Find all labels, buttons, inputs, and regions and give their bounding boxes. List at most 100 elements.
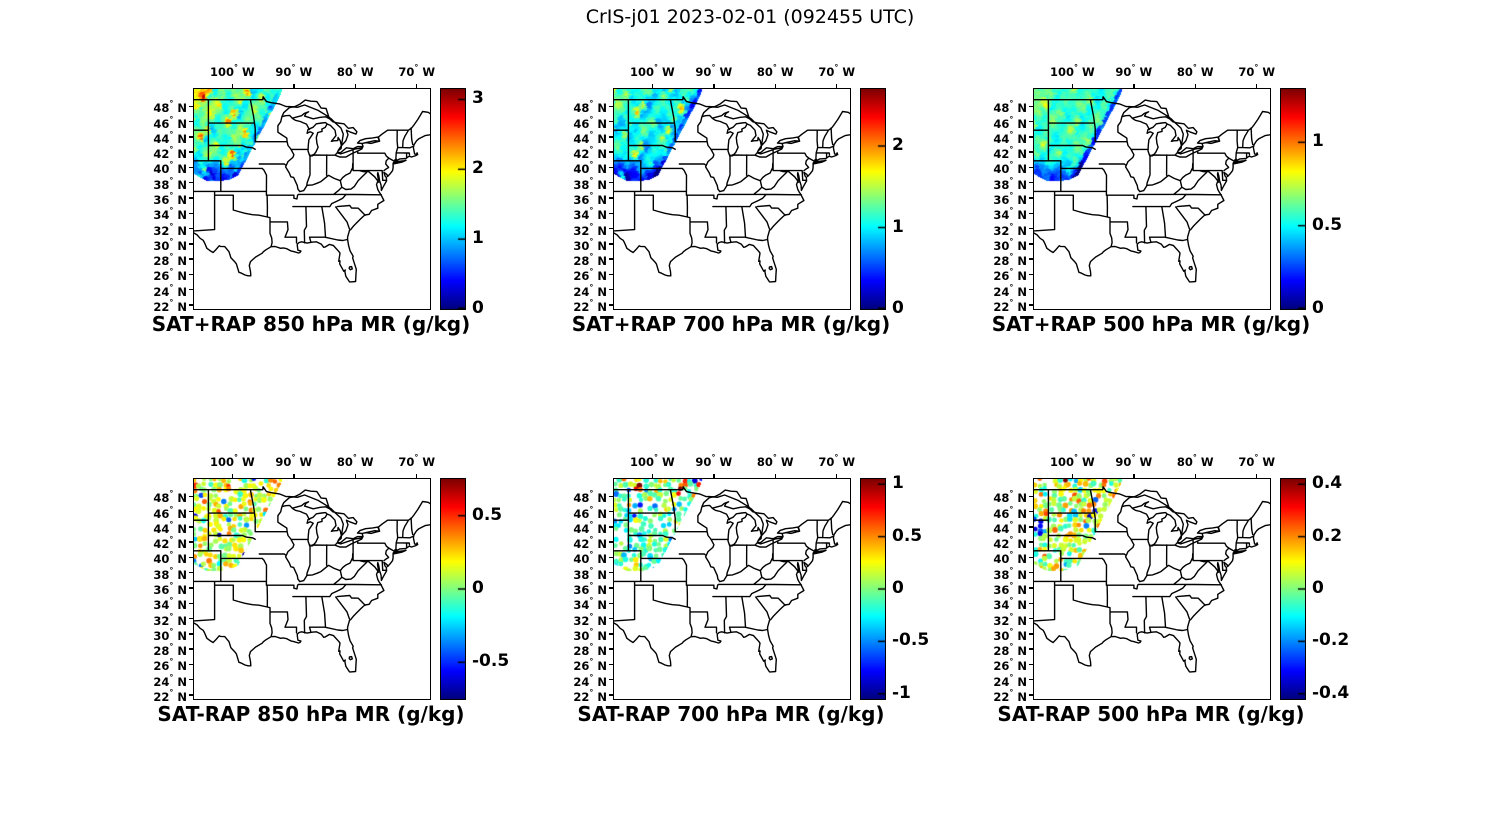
x-tick-label: 100° W bbox=[209, 453, 255, 469]
y-tick-mark bbox=[609, 587, 613, 589]
degree-symbol: ° bbox=[589, 672, 594, 682]
y-tick-mark bbox=[189, 273, 193, 276]
y-tick-label: 26° N bbox=[573, 267, 607, 284]
degree-symbol: ° bbox=[169, 236, 174, 246]
us-state-map bbox=[1034, 486, 1270, 673]
y-tick-mark bbox=[189, 571, 193, 574]
y-tick-mark bbox=[609, 288, 613, 291]
y-tick-mark bbox=[1029, 587, 1033, 589]
us-state-map bbox=[194, 96, 430, 283]
degree-symbol: ° bbox=[233, 453, 238, 462]
y-tick-mark bbox=[609, 526, 613, 528]
degree-symbol: ° bbox=[169, 642, 174, 652]
y-tick-label: 34° N bbox=[993, 596, 1027, 613]
degree-symbol: ° bbox=[1009, 550, 1014, 560]
colorbar-gradient bbox=[1281, 89, 1305, 309]
y-tick-label: 40° N bbox=[153, 550, 187, 567]
y-tick-label: 42° N bbox=[573, 145, 607, 162]
degree-symbol: ° bbox=[589, 626, 594, 636]
panel-title: SAT-RAP 850 hPa MR (g/kg) bbox=[157, 702, 465, 726]
y-tick-label: 40° N bbox=[573, 160, 607, 177]
degree-symbol: ° bbox=[1009, 221, 1014, 231]
y-tick-label: 26° N bbox=[993, 267, 1027, 284]
y-tick-label: 46° N bbox=[993, 114, 1027, 131]
colorbar-tick-label: -0.5 bbox=[472, 651, 510, 672]
y-tick-label: 28° N bbox=[993, 642, 1027, 659]
y-tick-label: 30° N bbox=[573, 626, 607, 643]
x-tick-label: 90° W bbox=[1115, 453, 1153, 469]
degree-symbol: ° bbox=[589, 114, 594, 124]
degree-symbol: ° bbox=[169, 672, 174, 682]
us-state-map bbox=[614, 486, 850, 673]
y-tick-label: 36° N bbox=[573, 191, 607, 207]
degree-symbol: ° bbox=[352, 453, 357, 462]
y-tick-label: 22° N bbox=[993, 687, 1027, 704]
map-axes bbox=[613, 88, 851, 310]
y-tick-label: 48° N bbox=[573, 489, 607, 506]
figure-title: CrIS-j01 2023-02-01 (092455 UTC) bbox=[585, 6, 915, 28]
degree-symbol: ° bbox=[169, 175, 174, 185]
y-tick-mark bbox=[1029, 495, 1033, 498]
y-tick-label: 42° N bbox=[993, 535, 1027, 552]
degree-symbol: ° bbox=[169, 282, 174, 292]
y-tick-mark bbox=[1029, 602, 1033, 605]
degree-symbol: ° bbox=[169, 221, 174, 231]
us-state-map bbox=[614, 96, 850, 283]
degree-symbol: ° bbox=[589, 535, 594, 545]
y-tick-mark bbox=[189, 648, 193, 650]
x-tick-label: 70° W bbox=[1238, 63, 1276, 79]
y-tick-mark bbox=[609, 151, 613, 153]
degree-symbol: ° bbox=[169, 535, 174, 545]
y-tick-mark bbox=[609, 602, 613, 605]
degree-symbol: ° bbox=[1009, 565, 1014, 575]
x-tick-label: 90° W bbox=[695, 453, 733, 469]
colorbar-tick-label: 0 bbox=[1312, 298, 1324, 318]
x-tick-mark bbox=[415, 474, 418, 478]
y-tick-label: 40° N bbox=[153, 160, 187, 177]
y-tick-mark bbox=[189, 258, 193, 260]
degree-symbol: ° bbox=[352, 63, 357, 72]
y-tick-mark bbox=[609, 694, 613, 696]
x-tick-label: 90° W bbox=[275, 63, 313, 79]
y-tick-mark bbox=[189, 663, 193, 666]
colorbar bbox=[440, 88, 466, 310]
y-tick-label: 34° N bbox=[573, 206, 607, 223]
degree-symbol: ° bbox=[169, 191, 174, 200]
y-tick-mark bbox=[189, 181, 193, 184]
degree-symbol: ° bbox=[233, 63, 238, 72]
y-tick-label: 46° N bbox=[153, 114, 187, 131]
y-tick-mark bbox=[1029, 288, 1033, 291]
degree-symbol: ° bbox=[1009, 236, 1014, 246]
y-tick-label: 38° N bbox=[573, 565, 607, 582]
y-tick-mark bbox=[1029, 648, 1033, 650]
degree-symbol: ° bbox=[589, 282, 594, 292]
degree-symbol: ° bbox=[589, 687, 594, 697]
x-tick-mark bbox=[293, 474, 295, 478]
y-tick-mark bbox=[1029, 181, 1033, 184]
degree-symbol: ° bbox=[589, 129, 594, 139]
degree-symbol: ° bbox=[589, 191, 594, 200]
x-tick-label: 100° W bbox=[1049, 63, 1095, 79]
map-panel-diff-700: SAT-RAP 700 hPa MR (g/kg) 100° W 90° W 80°… bbox=[493, 445, 953, 745]
degree-symbol: ° bbox=[1009, 687, 1014, 697]
degree-symbol: ° bbox=[169, 581, 174, 590]
y-tick-mark bbox=[189, 526, 193, 528]
degree-symbol: ° bbox=[589, 550, 594, 560]
y-tick-mark bbox=[1029, 510, 1033, 513]
y-tick-label: 34° N bbox=[573, 596, 607, 613]
colorbar bbox=[860, 478, 886, 700]
y-tick-label: 30° N bbox=[573, 236, 607, 253]
colorbar-tick-label: 1 bbox=[472, 228, 484, 249]
colorbar-tick-label: 2 bbox=[472, 158, 484, 179]
x-tick-mark bbox=[1071, 474, 1074, 478]
y-tick-label: 30° N bbox=[153, 626, 187, 643]
y-tick-label: 36° N bbox=[993, 581, 1027, 597]
degree-symbol: ° bbox=[589, 145, 594, 155]
x-tick-mark bbox=[1255, 84, 1258, 88]
y-tick-label: 22° N bbox=[573, 297, 607, 314]
y-tick-label: 22° N bbox=[153, 687, 187, 704]
y-tick-label: 42° N bbox=[153, 535, 187, 552]
degree-symbol: ° bbox=[169, 504, 174, 514]
y-tick-label: 46° N bbox=[993, 504, 1027, 521]
y-tick-label: 38° N bbox=[993, 565, 1027, 582]
